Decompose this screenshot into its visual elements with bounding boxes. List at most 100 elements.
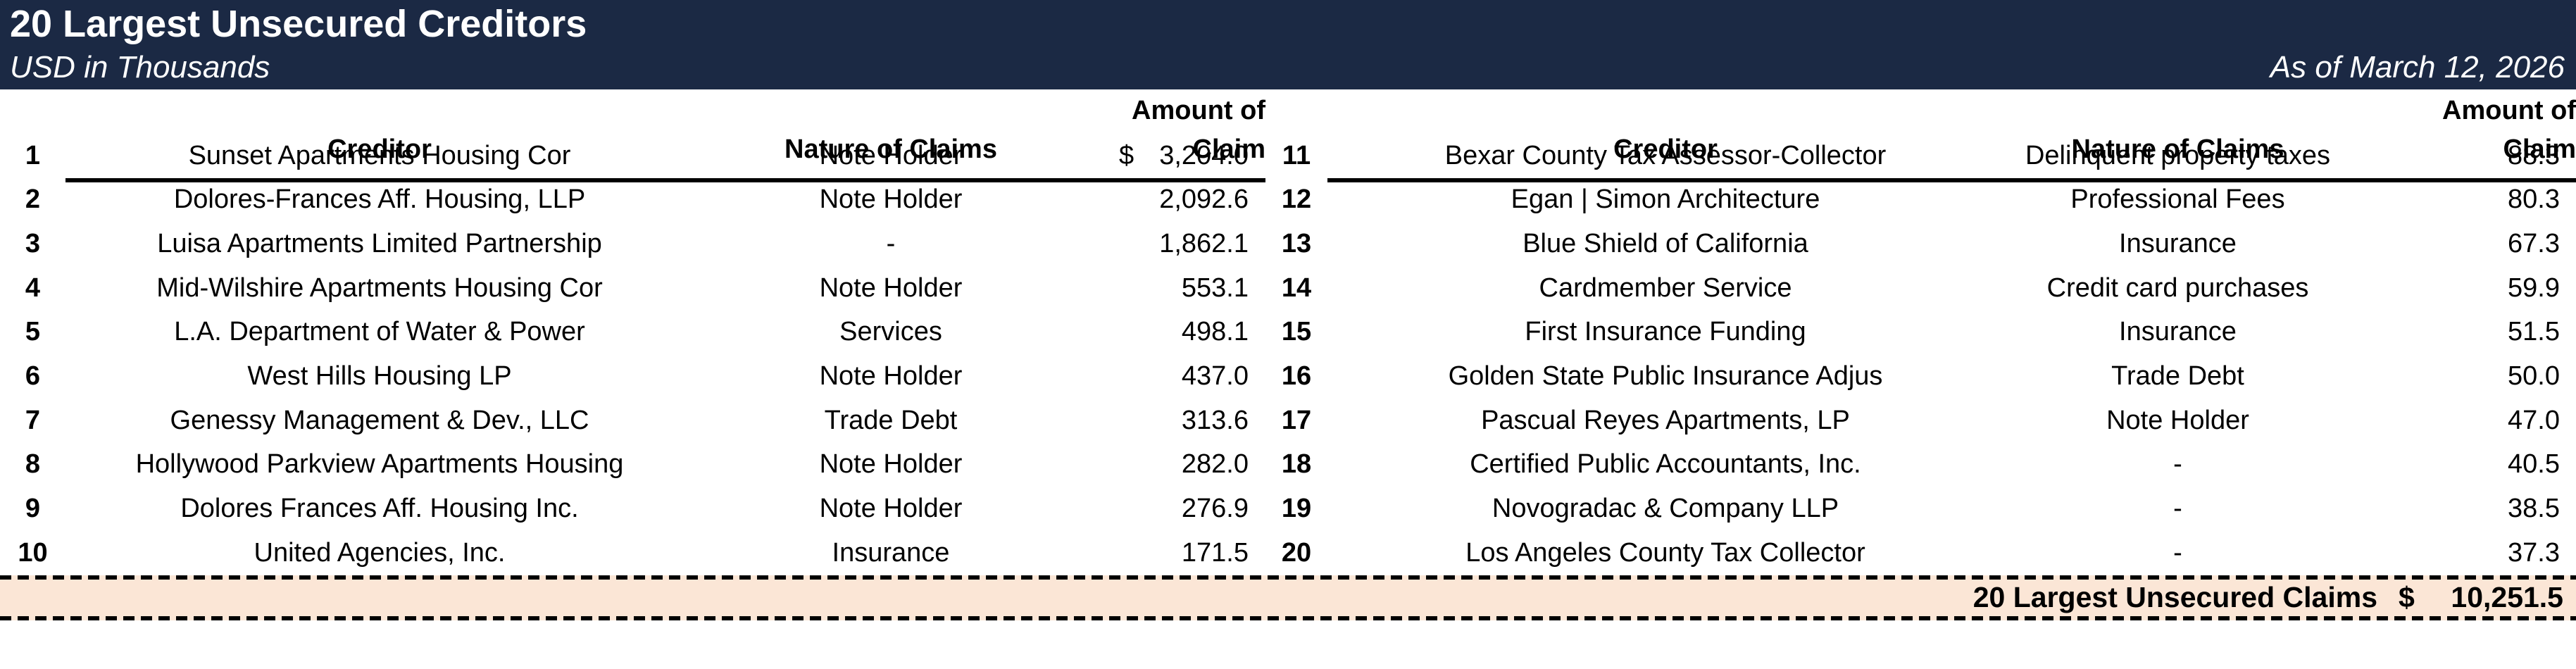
creditor-cell: Novogradac & Company LLP (1492, 494, 1839, 524)
amount-value: 1,862.1 (1159, 228, 1249, 258)
amount-cell: 282.0 (1088, 443, 1265, 487)
amount-value: 38.5 (2508, 494, 2560, 524)
nature-of-claims-cell: Note Holder (819, 361, 963, 391)
creditor-cell: Mid-Wilshire Apartments Housing Cor (156, 273, 603, 303)
creditor-cell: Los Angeles County Tax Collector (1465, 537, 1865, 568)
creditor-cell: Genessy Management & Dev., LLC (170, 405, 589, 435)
row-number: 14 (1281, 273, 1312, 303)
creditor-tables: Creditor Nature of Claims Amount of Clai… (0, 89, 2576, 575)
amount-value: 88.3 (2508, 140, 2560, 170)
subtitle-row: USD in Thousands As of March 12, 2026 (10, 52, 2565, 83)
amount-cell: 47.0 (2352, 399, 2576, 443)
column-header-nature: Nature of Claims (694, 89, 1088, 182)
nature-of-claims-cell: Insurance (2119, 317, 2237, 347)
row-number: 2 (25, 185, 41, 215)
amount-value: 437.0 (1181, 361, 1249, 391)
nature-of-claims-cell: Services (839, 317, 942, 347)
nature-of-claims-cell: Professional Fees (2070, 185, 2285, 215)
amount-cell: 2,092.6 (1088, 177, 1265, 222)
amount-cell: 38.5 (2352, 487, 2576, 531)
row-number: 3 (25, 228, 41, 258)
nature-of-claims-cell: Trade Debt (2111, 361, 2244, 391)
nature-of-claims-cell: Note Holder (819, 449, 963, 480)
row-number: 9 (25, 494, 41, 524)
total-currency-symbol: $ (2399, 581, 2415, 614)
creditor-cell: Cardmember Service (1539, 273, 1792, 303)
creditor-cell: Dolores-Frances Aff. Housing, LLP (173, 185, 586, 215)
as-of-date: As of March 12, 2026 (2270, 50, 2565, 85)
total-amount-cell: $ 10,251.5 (2399, 581, 2576, 614)
creditor-cell: Dolores Frances Aff. Housing Inc. (180, 494, 579, 524)
creditor-cell: Certified Public Accountants, Inc. (1470, 449, 1861, 480)
column-header-amount: Amount of Claim (1088, 89, 1265, 182)
amount-cell: $3,204.0 (1088, 134, 1265, 178)
amount-cell: 437.0 (1088, 354, 1265, 399)
amount-cell: 37.3 (2352, 531, 2576, 575)
amount-cell: 51.5 (2352, 310, 2576, 354)
amount-cell: 498.1 (1088, 310, 1265, 354)
row-number: 18 (1281, 449, 1312, 480)
amount-value: 67.3 (2508, 228, 2560, 258)
total-row: 20 Largest Unsecured Claims $ 10,251.5 (0, 579, 2576, 616)
amount-value: 50.0 (2508, 361, 2560, 391)
creditor-cell: Hollywood Parkview Apartments Housing (135, 449, 624, 480)
currency-symbol: $ (1119, 140, 1134, 170)
creditors-table-left: Creditor Nature of Claims Amount of Clai… (0, 89, 1265, 575)
row-number: 13 (1281, 228, 1312, 258)
nature-of-claims-cell: Credit card purchases (2046, 273, 2309, 303)
row-number: 19 (1281, 494, 1312, 524)
amount-cell: 171.5 (1088, 531, 1265, 575)
row-number: 7 (25, 405, 41, 435)
creditor-cell: Egan | Simon Architecture (1511, 185, 1820, 215)
amount-value: 171.5 (1181, 537, 1249, 568)
nature-of-claims-cell: Note Holder (819, 494, 963, 524)
title-bar: 20 Largest Unsecured Creditors USD in Th… (0, 0, 2576, 89)
amount-cell: 59.9 (2352, 266, 2576, 311)
amount-cell: 1,862.1 (1088, 222, 1265, 266)
amount-cell: 50.0 (2352, 354, 2576, 399)
column-header-creditor: Creditor (65, 89, 694, 182)
amount-value: 498.1 (1181, 317, 1249, 347)
amount-value: 313.6 (1181, 405, 1249, 435)
creditor-cell: Golden State Public Insurance Adjus (1448, 361, 1883, 391)
amount-value: 282.0 (1181, 449, 1249, 480)
amount-value: 51.5 (2508, 317, 2560, 347)
dashed-divider-bottom (0, 615, 2576, 620)
row-number: 17 (1281, 405, 1312, 435)
nature-of-claims-cell: Insurance (2119, 228, 2237, 258)
amount-value: 37.3 (2508, 537, 2560, 568)
amount-cell: 80.3 (2352, 177, 2576, 222)
nature-of-claims-cell: Note Holder (2106, 405, 2249, 435)
nature-of-claims-cell: Note Holder (819, 273, 963, 303)
creditor-cell: United Agencies, Inc. (254, 537, 506, 568)
creditor-cell: Luisa Apartments Limited Partnership (157, 228, 602, 258)
total-label: 20 Largest Unsecured Claims (1972, 581, 2377, 614)
row-number: 6 (25, 361, 41, 391)
amount-cell: 67.3 (2352, 222, 2576, 266)
amount-value: 80.3 (2508, 185, 2560, 215)
row-number: 15 (1281, 317, 1312, 347)
nature-of-claims-cell: Insurance (832, 537, 950, 568)
row-number: 12 (1281, 185, 1312, 215)
amount-value: 40.5 (2508, 449, 2560, 480)
row-number: 20 (1281, 537, 1312, 568)
nature-of-claims-cell: - (2173, 494, 2182, 524)
nature-of-claims-cell: - (886, 228, 896, 258)
amount-cell: 40.5 (2352, 443, 2576, 487)
dashed-divider-top (0, 575, 2576, 580)
amount-cell: 88.3 (2352, 134, 2576, 178)
row-number: 11 (1282, 140, 1311, 170)
creditor-cell: Pascual Reyes Apartments, LP (1481, 405, 1850, 435)
creditor-cell: Sunset Apartments Housing Cor (188, 140, 571, 170)
column-header-amount: Amount of Claim (2352, 89, 2576, 182)
creditor-cell: West Hills Housing LP (247, 361, 512, 391)
amount-cell: 276.9 (1088, 487, 1265, 531)
nature-of-claims-cell: Note Holder (819, 185, 963, 215)
creditor-cell: Bexar County Tax Assessor-Collector (1444, 140, 1887, 170)
creditors-table-right: Creditor Nature of Claims Amount of Clai… (1265, 89, 2576, 575)
row-number: 10 (18, 537, 48, 568)
amount-cell: 553.1 (1088, 266, 1265, 311)
creditor-cell: L.A. Department of Water & Power (174, 317, 585, 347)
amount-cell: 313.6 (1088, 399, 1265, 443)
